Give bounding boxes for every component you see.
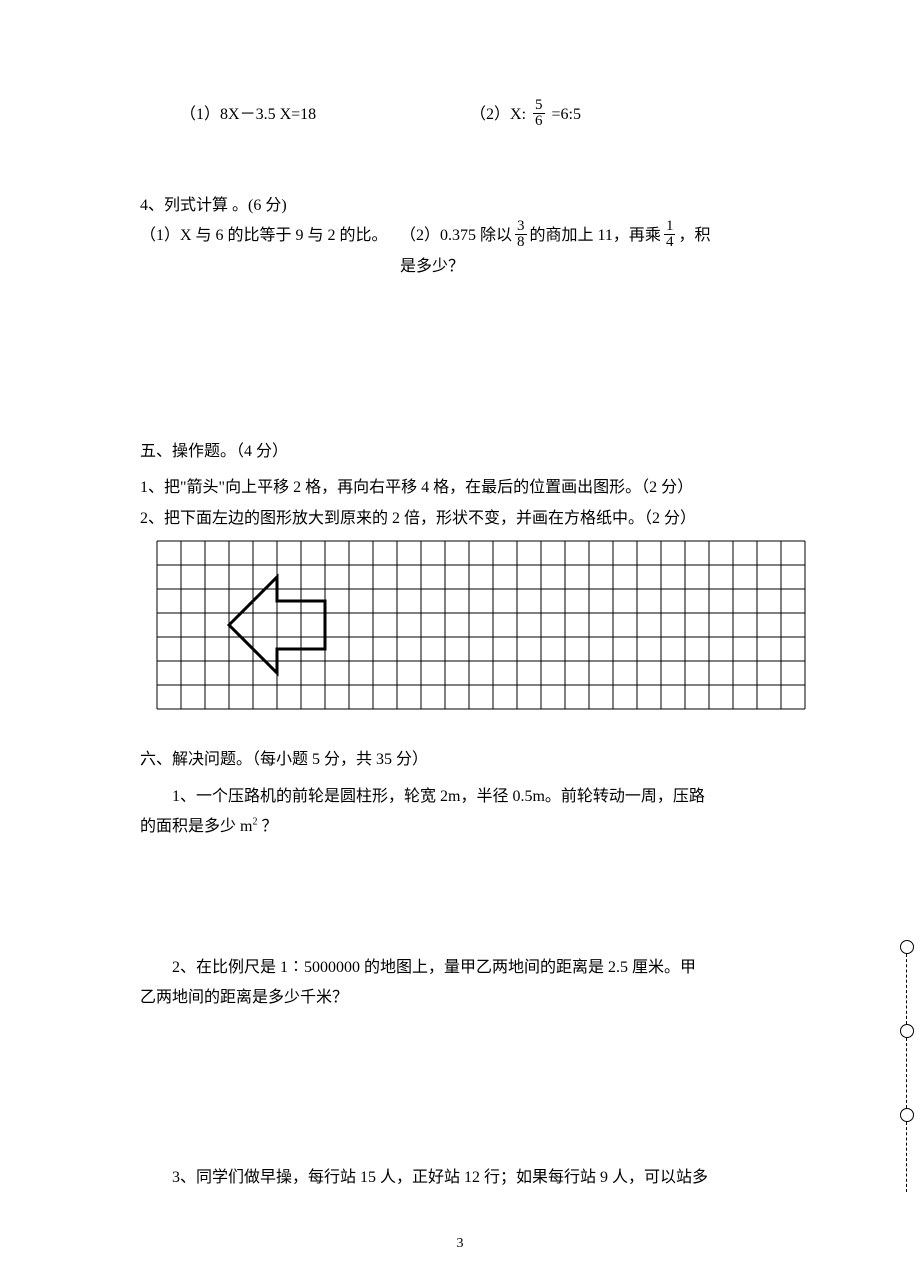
q4-sub2-frac2: 14 [664, 219, 676, 250]
eq2-frac-num: 5 [533, 98, 545, 114]
q4-sub2-line2: 是多少？ [400, 252, 780, 282]
section6-q2-line2: 乙两地间的距离是多少千米？ [140, 983, 780, 1013]
q4-sub2-frac1-num: 3 [515, 219, 527, 235]
equation-1: （1）8X－3.5 X=18 [180, 100, 470, 131]
q4-sub2-mid: 的商加上 11，再乘 [530, 228, 661, 245]
section6-title: 六、解决问题。（每小题 5 分，共 35 分） [140, 745, 780, 775]
section5-item2: 2、把下面左边的图形放大到原来的 2 倍，形状不变，并画在方格纸中。（2 分） [140, 504, 780, 534]
section5-item1: 1、把"箭头"向上平移 2 格，再向右平移 4 格，在最后的位置画出图形。（2 … [140, 473, 780, 503]
section5-title: 五、操作题。（4 分） [140, 437, 780, 467]
section6-q1-line1: 1、一个压路机的前轮是圆柱形，轮宽 2m，半径 0.5m。前轮转动一周，压路 [140, 782, 780, 812]
q4-sub2-frac1: 38 [515, 219, 527, 250]
q4-sub2-frac1-den: 8 [515, 235, 527, 250]
eq2-frac-den: 6 [533, 114, 545, 129]
eq1-text: 8X－3.5 X=18 [220, 106, 316, 123]
spacer-q2 [140, 1013, 780, 1163]
q4-body: （1）X 与 6 的比等于 9 与 2 的比。 （2）0.375 除以38的商加… [140, 221, 780, 282]
q4-sub2-suffix: ，积 [678, 228, 710, 245]
equation-row: （1）8X－3.5 X=18 （2）X: 56 =6:5 [180, 100, 780, 131]
eq1-label: （1） [180, 106, 220, 123]
grid-figure [156, 540, 780, 721]
binding-circle-icon [900, 940, 914, 954]
eq2-label: （2） [470, 106, 510, 123]
section6-q1-b: 的面积是多少 m [140, 818, 252, 835]
binding-circle-icon [900, 1108, 914, 1122]
page: （1）8X－3.5 X=18 （2）X: 56 =6:5 4、列式计算 。(6 … [0, 0, 920, 1288]
binding-dash [906, 954, 908, 1024]
q4-sub2-frac2-den: 4 [664, 235, 676, 250]
spacer-q1 [140, 843, 780, 953]
page-number: 3 [0, 1231, 920, 1258]
eq2-fraction: 56 [533, 98, 545, 129]
q4-sub1: （1）X 与 6 的比等于 9 与 2 的比。 [140, 221, 400, 251]
section6-q2-line1: 2、在比例尺是 1∶5000000 的地图上，量甲乙两地间的距离是 2.5 厘米… [140, 953, 780, 983]
equation-2: （2）X: 56 =6:5 [470, 100, 780, 131]
q4-sub2-frac2-num: 1 [664, 219, 676, 235]
binding-circle-icon [900, 1024, 914, 1038]
q4-sub2-prefix: （2）0.375 除以 [400, 228, 512, 245]
section6-q1-line2: 的面积是多少 m2 ？ [140, 812, 780, 842]
section6-q3: 3、同学们做早操，每行站 15 人，正好站 12 行；如果每行站 9 人，可以站… [140, 1163, 780, 1193]
eq2-suffix: =6:5 [548, 106, 581, 123]
binding-dash [906, 1038, 908, 1108]
q4-sub2-line1: （2）0.375 除以38的商加上 11，再乘14，积 [400, 221, 780, 252]
grid-svg [156, 540, 806, 710]
section6-q1-c: ？ [257, 818, 277, 835]
q4-sub2: （2）0.375 除以38的商加上 11，再乘14，积 是多少？ [400, 221, 780, 282]
q4-title: 4、列式计算 。(6 分) [140, 191, 780, 221]
eq2-prefix: X: [510, 106, 530, 123]
binding-dash [906, 1122, 908, 1192]
binding-marks [900, 940, 914, 1192]
spacer [140, 283, 780, 413]
